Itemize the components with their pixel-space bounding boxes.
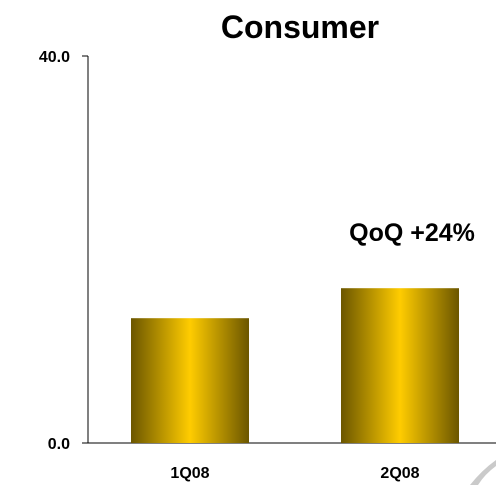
category-label-1q08: 1Q08 <box>170 465 209 482</box>
y-tick-label-min: 0.0 <box>48 436 70 453</box>
category-labels: 1Q08 2Q08 <box>170 465 419 482</box>
bar-1q08 <box>131 318 249 443</box>
y-tick-label-max: 40.0 <box>39 49 70 66</box>
category-label-2q08: 2Q08 <box>380 465 419 482</box>
corner-swoosh-decoration <box>470 460 496 485</box>
qoq-annotation: QoQ +24% <box>349 219 475 247</box>
bars <box>131 288 459 443</box>
bar-2q08 <box>341 288 459 443</box>
chart-title: Consumer <box>221 9 379 45</box>
